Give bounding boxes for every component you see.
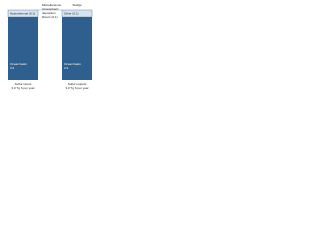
right-foot-title: Sulfur outputs xyxy=(68,82,87,86)
middle-label: Atmospheric xyxy=(42,7,59,11)
left-foot-sub: 3.0 Tg S per year xyxy=(11,86,34,90)
left-body-sub: 2.9 xyxy=(10,66,15,70)
right-foot-sub: 3.0 Tg S per year xyxy=(65,86,88,90)
right-header: Sludge xyxy=(72,3,82,7)
left-foot-title: Sulfur inputs xyxy=(15,82,32,86)
right-top-label: Other (0.1) xyxy=(64,11,79,15)
right-body-sub: 2.9 xyxy=(64,66,69,70)
middle-label: Rivers (0.1) xyxy=(42,15,58,19)
middle-label: deposition xyxy=(42,11,56,15)
left-top-label: Hydrothermal (0.1) xyxy=(10,11,35,15)
right-body-block xyxy=(62,17,92,80)
left-body-label: Ocean basin xyxy=(10,62,27,66)
left-body-block xyxy=(8,17,38,80)
middle-label: Miscellaneous xyxy=(42,3,62,7)
right-body-label: Ocean basin xyxy=(64,62,81,66)
diagram: Hydrothermal (0.1) Ocean basin 2.9 Sulfu… xyxy=(7,3,93,90)
